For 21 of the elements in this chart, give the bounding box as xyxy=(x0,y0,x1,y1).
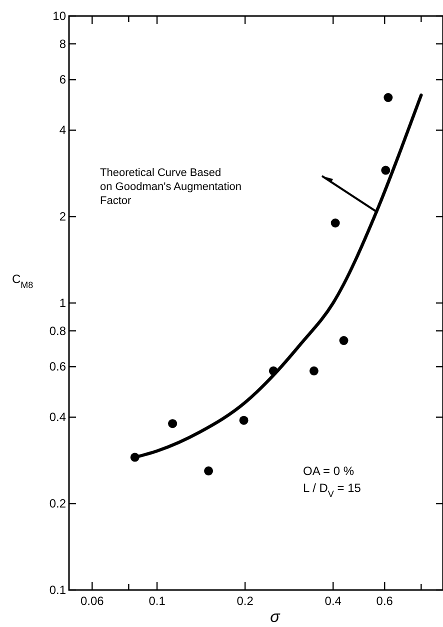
y-tick-label: 2 xyxy=(59,210,66,224)
y-tick-label: 4 xyxy=(59,123,66,138)
y-tick-label: 0.6 xyxy=(49,360,66,374)
y-tick-label: 0.4 xyxy=(49,410,66,424)
y-tick-label: 6 xyxy=(59,72,66,87)
y-tick-label: 0.8 xyxy=(49,324,66,338)
y-tick-label: 10 xyxy=(52,9,66,23)
x-tick-label: 0.4 xyxy=(324,594,342,608)
y-tick-label: 8 xyxy=(59,36,66,51)
x-tick-label: 0.1 xyxy=(148,594,166,608)
annotation: L / D$_{V}$ = 15 xyxy=(303,481,362,499)
x-tick-label: 0.06 xyxy=(80,594,104,608)
annotation: Theoretical Curve Based on Goodman's Augmentation Factor xyxy=(100,167,242,207)
annotation: OA = 0 % xyxy=(303,464,354,478)
x-axis-title: σ xyxy=(270,609,282,626)
y-axis-title: C$_{M8}$ xyxy=(12,272,34,290)
y-tick-label: 1 xyxy=(59,296,66,310)
y-tick-label: 0.2 xyxy=(49,496,66,511)
x-tick-label: 0.6 xyxy=(376,594,394,608)
x-tick-label: 0.2 xyxy=(236,594,254,608)
y-tick-label: 0.1 xyxy=(49,583,66,597)
